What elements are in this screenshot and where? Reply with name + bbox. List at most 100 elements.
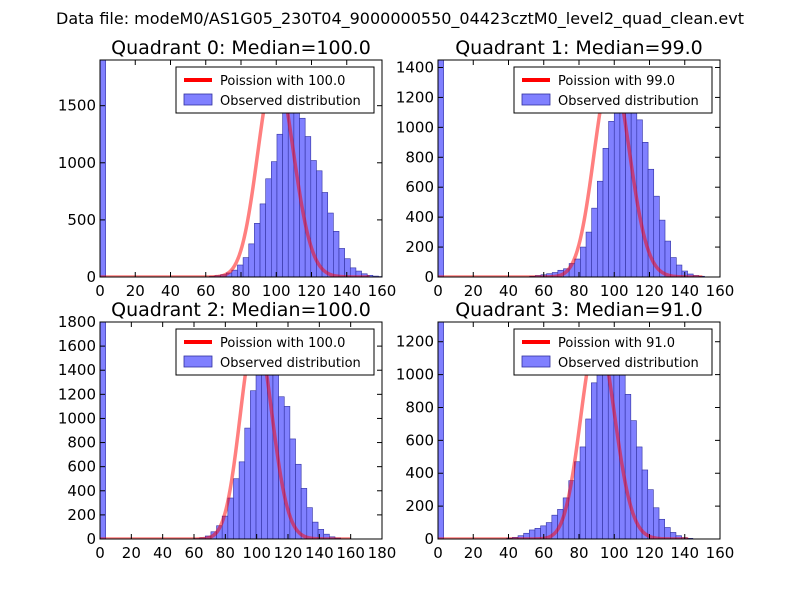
histogram-bar xyxy=(580,246,587,277)
histogram-bar xyxy=(327,212,334,277)
x-tick-label: 120 xyxy=(274,544,303,562)
panel-title: Quadrant 2: Median=100.0 xyxy=(111,299,371,321)
x-tick-label: 60 xyxy=(196,282,215,300)
histogram-bar xyxy=(242,257,250,277)
histogram-bar xyxy=(100,322,106,539)
x-tick-label: 20 xyxy=(126,282,145,300)
legend-hist-label: Observed distribution xyxy=(558,356,699,371)
y-tick-label: 1000 xyxy=(396,366,434,384)
y-tick-label: 1600 xyxy=(58,337,96,355)
histogram-bar xyxy=(585,231,592,277)
y-tick-label: 1000 xyxy=(396,118,434,136)
panel-quadrant-3: Quadrant 3: Median=91.0 0 20 40 60 80 100 120 14… xyxy=(396,299,735,562)
y-tick-label: 1800 xyxy=(58,313,96,331)
x-tick-label: 0 xyxy=(433,282,443,300)
subplot-grid: Quadrant 0: Median=100.00 20 40 60 80 100 120 1… xyxy=(58,37,735,562)
plot-area xyxy=(438,60,705,277)
legend-fit-label: Poission with 91.0 xyxy=(558,336,675,351)
histogram-bar xyxy=(597,180,604,277)
histogram-bar xyxy=(647,489,654,539)
x-tick-label: 80 xyxy=(216,544,235,562)
poisson-fit-curve xyxy=(100,329,351,539)
x-tick-label: 100 xyxy=(242,544,271,562)
x-tick-label: 140 xyxy=(305,544,334,562)
x-tick-label: 140 xyxy=(670,282,699,300)
y-tick-label: 600 xyxy=(405,178,434,196)
y-tick-label: 1200 xyxy=(396,333,434,351)
histogram-bar xyxy=(574,258,581,277)
histogram-bar xyxy=(608,121,615,277)
x-tick-label: 100 xyxy=(262,282,291,300)
y-tick-label: 600 xyxy=(67,458,96,476)
histogram-bar xyxy=(271,161,278,277)
x-tick-label: 40 xyxy=(161,282,180,300)
y-tick-label: 0 xyxy=(424,268,434,286)
y-tick-label: 400 xyxy=(67,482,96,500)
x-tick-label: 120 xyxy=(297,282,326,300)
histogram-bar xyxy=(321,192,329,277)
histogram-bar xyxy=(664,240,671,277)
legend-fit-label: Poission with 100.0 xyxy=(220,336,345,351)
x-tick-label: 40 xyxy=(499,282,518,300)
x-tick-label: 160 xyxy=(706,544,735,562)
histogram-bar xyxy=(659,219,666,277)
x-tick-label: 80 xyxy=(569,544,588,562)
legend: Poission with 100.0 Observed distribution xyxy=(175,328,375,376)
histogram-bar xyxy=(300,488,308,539)
histogram-bar xyxy=(333,231,340,277)
y-tick-label: 1000 xyxy=(58,154,96,172)
legend-hist-swatch xyxy=(521,93,551,106)
histogram-bar xyxy=(276,133,283,277)
x-tick-label: 100 xyxy=(600,282,629,300)
panel-title: Quadrant 0: Median=100.0 xyxy=(111,37,371,59)
y-tick-label: 0 xyxy=(86,530,96,548)
x-tick-label: 80 xyxy=(231,282,250,300)
poisson-fit-curve xyxy=(438,68,703,277)
histogram-bar xyxy=(579,446,586,539)
legend-fit-label: Poission with 99.0 xyxy=(558,74,675,89)
y-tick-label: 400 xyxy=(405,464,434,482)
histogram-bar xyxy=(233,478,240,539)
x-tick-label: 20 xyxy=(464,282,483,300)
x-tick-label: 160 xyxy=(368,282,397,300)
histogram-bar xyxy=(574,461,581,539)
plot-area xyxy=(438,322,694,539)
histogram-bar xyxy=(602,147,609,277)
y-tick-label: 800 xyxy=(405,398,434,416)
panel-title: Quadrant 1: Median=99.0 xyxy=(455,37,703,59)
x-tick-label: 160 xyxy=(706,282,735,300)
histogram-bar xyxy=(438,60,444,277)
histogram-bar xyxy=(438,322,444,539)
histogram-bar xyxy=(658,518,665,539)
x-tick-label: 60 xyxy=(534,544,553,562)
histogram-bar xyxy=(238,461,246,539)
histogram-bar xyxy=(653,507,660,539)
y-tick-label: 1400 xyxy=(396,58,434,76)
x-tick-label: 20 xyxy=(122,544,141,562)
panel-quadrant-1: Quadrant 1: Median=99.0 0 20 40 60 80 100 120 14… xyxy=(396,37,735,300)
histogram-bar xyxy=(624,394,632,539)
y-tick-label: 1000 xyxy=(58,409,96,427)
histogram-bar xyxy=(255,363,262,539)
histogram-bar xyxy=(670,257,677,277)
x-tick-label: 100 xyxy=(600,544,629,562)
y-tick-label: 500 xyxy=(67,211,96,229)
histogram-bar xyxy=(312,521,319,539)
histogram-bar xyxy=(625,85,632,277)
legend: Poission with 100.0 Observed distribution xyxy=(175,66,375,114)
x-tick-label: 0 xyxy=(95,282,105,300)
x-tick-label: 140 xyxy=(670,544,699,562)
axes-frame xyxy=(99,321,383,540)
legend-hist-label: Observed distribution xyxy=(220,94,361,109)
histogram-bar xyxy=(591,207,598,277)
y-tick-label: 1200 xyxy=(396,88,434,106)
histogram-bar xyxy=(641,469,649,539)
legend: Poission with 99.0 Observed distribution xyxy=(513,66,713,114)
poisson-fit-curve xyxy=(438,333,689,539)
histogram-bar xyxy=(237,264,244,277)
x-tick-label: 0 xyxy=(95,544,105,562)
histogram-bar xyxy=(282,111,289,277)
histogram-bar xyxy=(248,243,255,277)
legend-hist-label: Observed distribution xyxy=(220,356,361,371)
